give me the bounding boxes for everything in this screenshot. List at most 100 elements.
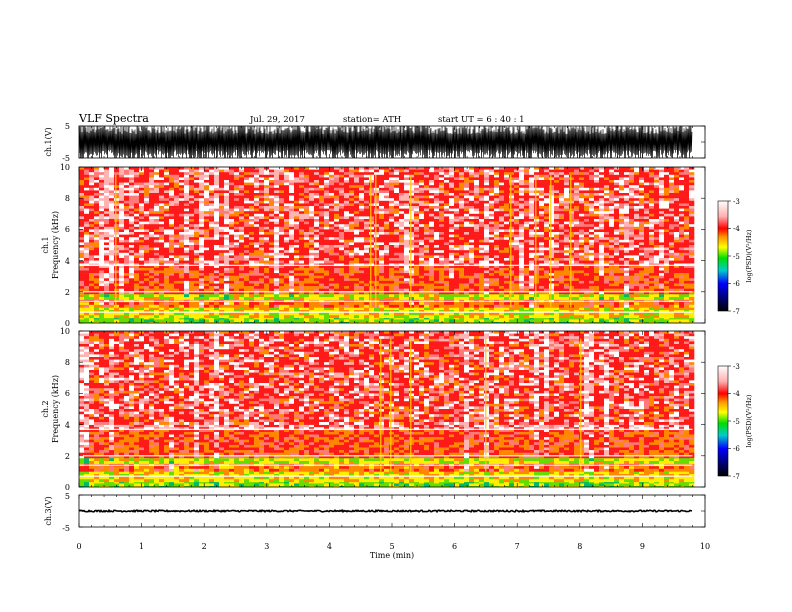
ch1-spectrogram-cell — [329, 172, 335, 176]
ch1-spectrogram-cell — [409, 255, 415, 259]
ch1-spectrogram-cell — [384, 304, 390, 308]
ch1-spectrogram-cell — [214, 229, 220, 233]
ch1-spectrogram-cell — [394, 195, 400, 199]
ch1-spectrogram-cell — [244, 193, 250, 196]
ch1-spectrogram-cell — [414, 288, 420, 292]
ch1-spectrogram-cell — [189, 267, 195, 271]
ch1-spectrogram-cell — [194, 297, 200, 300]
ch1-spectrogram-cell — [124, 319, 130, 323]
ch1-spectrogram-cell — [219, 203, 225, 207]
ch1-spectrogram-cell — [234, 280, 240, 284]
ch1-spectrogram-cell — [344, 185, 350, 189]
ch1-spectrogram-cell — [369, 180, 375, 183]
ch1-spectrogram-cell — [329, 283, 335, 287]
ch1-spectrogram-cell — [449, 169, 455, 173]
ch1-spectrogram-cell — [324, 286, 330, 289]
ch1-spectrogram-cell — [449, 200, 455, 204]
ch1-spectrogram-cell — [344, 263, 350, 267]
ch1-spectrogram-cell — [139, 260, 145, 264]
ch1-spectrogram-cell — [439, 315, 445, 319]
ch1-spectrogram-cell — [374, 291, 380, 295]
ch1-spectrogram-cell — [149, 252, 155, 256]
ch1-spectrogram-cell — [329, 180, 335, 183]
ch1-spectrogram-cell — [199, 273, 205, 276]
ch1-spectrogram-cell — [219, 224, 225, 228]
ch1-spectrogram-cell — [254, 252, 260, 256]
ch1-spectrogram-cell — [304, 229, 310, 233]
ch1-spectrogram-cell — [379, 278, 385, 282]
ch1-spectrogram-cell — [414, 280, 420, 284]
ch1-spectrogram-cell — [419, 229, 425, 233]
ch1-spectrogram-cell — [354, 172, 360, 176]
ch1-spectrogram-cell — [234, 255, 240, 259]
ch1-spectrogram-cell — [179, 174, 185, 178]
ch1-spectrogram-cell — [194, 195, 200, 199]
ch1-spectrogram-cell — [459, 302, 465, 306]
ch1-spectrogram-cell — [334, 190, 340, 194]
ch1-spectrogram-cell — [209, 315, 215, 319]
ch1-spectrogram-cell — [279, 185, 285, 189]
ch1-spectrogram-cell — [399, 265, 405, 269]
ch1-spectrogram-cell — [464, 267, 470, 271]
ch1-spectrogram-cell — [344, 169, 350, 173]
ch1-spectrogram-cell — [229, 315, 235, 319]
ch1-spectrogram-cell — [294, 216, 300, 220]
ch1-spectrogram-cell — [334, 273, 340, 276]
ch1-spectrogram-cell — [209, 319, 215, 323]
ch1-spectrogram-cell — [94, 221, 100, 225]
ch1-spectrogram-cell — [399, 221, 405, 225]
ch1-spectrogram-cell — [154, 270, 160, 274]
ch1-spectrogram-cell — [389, 275, 395, 279]
ch1-spectrogram-cell — [399, 180, 405, 183]
ch1-spectrogram-cell — [124, 203, 130, 207]
ch1-spectrogram-cell — [319, 280, 325, 284]
ch1-spectrogram-cell — [349, 226, 355, 230]
ch1-spectrogram-cell — [124, 198, 130, 202]
ch1-spectrogram-cell — [304, 291, 310, 295]
ch1-spectrogram-cell — [349, 239, 355, 243]
ch1-spectrogram-cell — [459, 174, 465, 178]
ch1-spectrogram-cell — [244, 211, 250, 215]
ch1-spectrogram-cell — [439, 310, 445, 313]
ch1-spectrogram-cell — [199, 208, 205, 212]
ch1-spectrogram-cell — [189, 172, 195, 176]
ch1-spectrogram-cell — [154, 267, 160, 271]
ch1-spectrogram-cell — [274, 265, 280, 269]
ch1-spectrogram-cell — [129, 229, 135, 233]
ch1-spectrogram-cell — [284, 200, 290, 204]
ch1-spectrogram-cell — [279, 206, 285, 209]
ch1-spectrogram-cell — [144, 221, 150, 225]
ch1-spectrogram-cell — [334, 288, 340, 292]
ch1-spectrogram-cell — [229, 280, 235, 284]
ch1-spectrogram-cell — [179, 275, 185, 279]
ch1-spectrogram-cell — [304, 247, 310, 251]
ch1-spectrogram-cell — [424, 234, 430, 238]
ch1-spectrogram-cell — [394, 172, 400, 176]
ch1-spectrogram-cell — [314, 288, 320, 292]
ch1-spectrogram-cell — [204, 193, 210, 196]
ch1-spectrogram-cell — [384, 267, 390, 271]
ch1-spectrogram-cell — [249, 182, 255, 186]
ch1-spectrogram-cell — [429, 278, 435, 282]
ch1-spectrogram-cell — [339, 319, 345, 323]
ch1-spectrogram-cell — [384, 247, 390, 251]
ch1-spectrogram-cell — [319, 255, 325, 259]
ch1-ytick-top: 5 — [65, 122, 70, 131]
ch1-spectrogram-cell — [304, 174, 310, 178]
ch1-spectrogram-cell — [314, 216, 320, 220]
ch1-spectrogram-cell — [289, 211, 295, 215]
ch1-spectrogram-cell — [449, 312, 455, 316]
ch1-spectrogram-cell — [134, 247, 140, 251]
ch1-spectrogram-cell — [129, 200, 135, 204]
ch1-spectrogram-cell — [409, 275, 415, 279]
ch1-spectrogram-cell — [449, 174, 455, 178]
ch1-spectrogram-cell — [154, 200, 160, 204]
ch1-spectrogram-cell — [229, 252, 235, 256]
ch1-spectrogram-cell — [334, 174, 340, 178]
ch1-spectrogram-cell — [104, 185, 110, 189]
ch1-spectrogram-cell — [324, 182, 330, 186]
ch1-spectrogram-cell — [404, 221, 410, 225]
ch1-spectrogram-cell — [419, 200, 425, 204]
ch1-spectrogram-cell — [334, 221, 340, 225]
ch1-spectrogram-cell — [209, 213, 215, 217]
